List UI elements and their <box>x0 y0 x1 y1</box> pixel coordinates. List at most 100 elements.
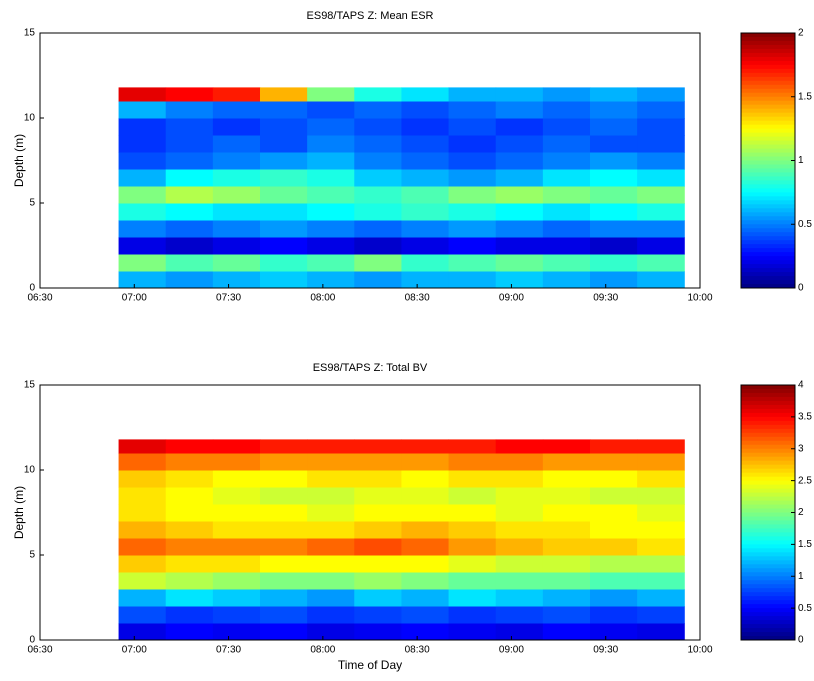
heat-cell <box>354 237 402 255</box>
heat-cell <box>590 118 638 136</box>
heat-cell <box>212 152 261 170</box>
heat-cell <box>590 606 638 624</box>
heat-cell <box>260 589 308 607</box>
colorbar-tick-label: 2 <box>798 28 804 39</box>
colorbar-tick-label: 0.5 <box>798 603 812 614</box>
colorbar-stripe <box>741 160 795 165</box>
colorbar-stripe <box>741 184 795 189</box>
heat-cell <box>637 101 685 119</box>
y-tick-label: 15 <box>24 28 36 39</box>
colorbar-stripe <box>741 192 795 197</box>
heat-cell <box>307 220 355 238</box>
heat-cell <box>401 521 450 539</box>
heat-cell <box>307 487 355 505</box>
colorbar-stripe <box>741 124 795 130</box>
heat-cell <box>212 521 261 539</box>
y-axis-label: Depth (m) <box>12 486 26 539</box>
x-tick-label: 10:00 <box>687 645 712 656</box>
heat-cell <box>542 186 591 204</box>
colorbar-stripe <box>741 496 795 502</box>
colorbar-stripe <box>741 544 795 549</box>
colorbar-stripe <box>741 120 795 126</box>
heat-cell <box>495 271 544 289</box>
colorbar-tick-label: 4 <box>798 380 804 391</box>
x-tick-label: 06:30 <box>27 293 52 304</box>
heat-cell <box>212 470 261 488</box>
heat-cell <box>165 504 214 522</box>
colorbar-stripe <box>741 264 795 269</box>
heat-cell <box>448 521 497 539</box>
heat-cell <box>401 623 450 641</box>
heat-cell <box>260 521 308 539</box>
heat-cell <box>118 623 167 641</box>
colorbar-stripe <box>741 448 795 454</box>
heat-cell <box>401 186 450 204</box>
x-axis-label: Time of Day <box>338 658 402 672</box>
colorbar-stripe <box>741 540 795 545</box>
colorbar-stripe <box>741 556 795 561</box>
colorbar-tick-label: 2 <box>798 507 804 518</box>
heat-cell <box>260 538 308 556</box>
colorbar-stripe <box>741 176 795 181</box>
heat-cell <box>212 504 261 522</box>
heat-cell <box>495 118 544 136</box>
colorbar-stripe <box>741 180 795 185</box>
heat-cell <box>542 169 591 187</box>
heat-cell <box>212 87 261 102</box>
colorbar-stripe <box>741 100 795 106</box>
heat-cell <box>542 439 591 454</box>
heat-cell <box>542 118 591 136</box>
heat-cell <box>307 271 355 289</box>
colorbar-tick-label: 3.5 <box>798 412 812 423</box>
heat-cell <box>212 453 261 471</box>
colorbar-stripe <box>741 608 795 613</box>
heat-cell <box>401 572 450 590</box>
x-tick-label: 08:00 <box>310 293 335 304</box>
colorbar-stripe <box>741 144 795 150</box>
heat-cell <box>448 87 497 102</box>
heat-cell <box>354 220 402 238</box>
heat-cell <box>307 101 355 119</box>
colorbar-stripe <box>741 408 795 414</box>
heat-cell <box>637 237 685 255</box>
colorbar-stripe <box>741 464 795 470</box>
colorbar-stripe <box>741 148 795 154</box>
heat-cell <box>212 101 261 119</box>
heat-cell <box>637 135 685 153</box>
colorbar-stripe <box>741 60 795 66</box>
colorbar-stripe <box>741 220 795 225</box>
heat-cell <box>165 589 214 607</box>
heat-cell <box>307 254 355 272</box>
heat-cell <box>212 271 261 289</box>
colorbar-stripe <box>741 172 795 177</box>
heat-cell <box>495 237 544 255</box>
colorbar-stripe <box>741 44 795 50</box>
colorbar-stripe <box>741 168 795 173</box>
x-tick-label: 07:30 <box>216 293 241 304</box>
x-tick-label: 09:00 <box>499 645 524 656</box>
heat-cell <box>307 572 355 590</box>
heat-cell <box>542 623 591 641</box>
heat-cell <box>354 572 402 590</box>
heat-cell <box>590 220 638 238</box>
colorbar-stripe <box>741 552 795 557</box>
heat-cell <box>307 623 355 641</box>
colorbar-stripe <box>741 564 795 569</box>
heat-cell <box>401 589 450 607</box>
heat-cell <box>354 169 402 187</box>
colorbar-stripe <box>741 512 795 517</box>
colorbar-stripe <box>741 524 795 529</box>
heat-cell <box>637 623 685 641</box>
heat-cell <box>354 606 402 624</box>
heat-cell <box>542 470 591 488</box>
heat-cell <box>542 271 591 289</box>
heat-cell <box>354 203 402 221</box>
heat-cell <box>495 101 544 119</box>
heat-cell <box>165 87 214 102</box>
heat-cell <box>401 254 450 272</box>
colorbar-stripe <box>741 244 795 249</box>
heat-cell <box>354 453 402 471</box>
colorbar-stripe <box>741 252 795 257</box>
heat-cell <box>212 572 261 590</box>
colorbar-stripe <box>741 256 795 261</box>
